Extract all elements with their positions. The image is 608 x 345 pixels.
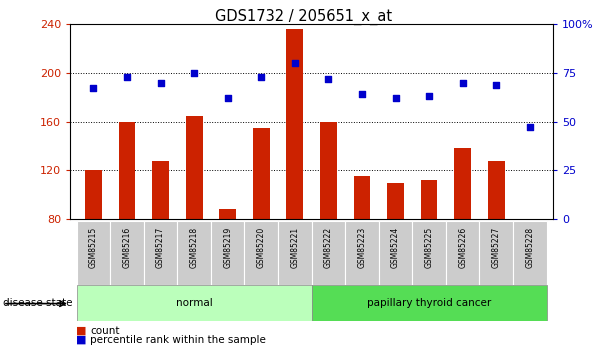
Bar [412, 221, 446, 285]
Point [357, 91, 367, 97]
Bar [77, 221, 110, 285]
Bar [320, 122, 337, 219]
Text: GSM85219: GSM85219 [223, 227, 232, 268]
Point [491, 82, 501, 87]
Bar [446, 221, 480, 285]
Text: percentile rank within the sample: percentile rank within the sample [90, 335, 266, 345]
Point [323, 76, 333, 81]
Bar [211, 221, 244, 285]
Text: GDS1732 / 205651_x_at: GDS1732 / 205651_x_at [215, 9, 393, 25]
Bar [354, 176, 370, 219]
Text: GSM85215: GSM85215 [89, 227, 98, 268]
Text: disease state: disease state [3, 298, 72, 308]
Bar [143, 221, 178, 285]
Point [424, 93, 434, 99]
Bar [421, 180, 438, 219]
Text: GSM85223: GSM85223 [358, 227, 367, 268]
Text: GSM85226: GSM85226 [458, 227, 467, 268]
Text: GSM85217: GSM85217 [156, 227, 165, 268]
Bar [110, 221, 143, 285]
Bar [77, 285, 311, 321]
Text: GSM85227: GSM85227 [492, 227, 501, 268]
Text: count: count [90, 326, 120, 335]
Text: normal: normal [176, 298, 212, 308]
Text: GSM85220: GSM85220 [257, 227, 266, 268]
Point [122, 74, 132, 80]
Point [156, 80, 165, 85]
Bar [286, 29, 303, 219]
Bar [253, 128, 269, 219]
Text: papillary thyroid cancer: papillary thyroid cancer [367, 298, 491, 308]
Point [257, 74, 266, 80]
Text: GSM85225: GSM85225 [424, 227, 434, 268]
Bar [311, 221, 345, 285]
Text: GSM85222: GSM85222 [324, 227, 333, 268]
Text: ■: ■ [76, 335, 86, 345]
Text: GSM85216: GSM85216 [122, 227, 131, 268]
Point [391, 96, 401, 101]
Point [223, 96, 232, 101]
Bar [480, 221, 513, 285]
Point [89, 86, 98, 91]
Bar [513, 221, 547, 285]
Bar [454, 148, 471, 219]
Bar [488, 161, 505, 219]
Bar [152, 161, 169, 219]
Bar [219, 209, 236, 219]
Bar [387, 183, 404, 219]
Bar [345, 221, 379, 285]
Text: GSM85218: GSM85218 [190, 227, 199, 268]
Bar [178, 221, 211, 285]
Point [525, 125, 534, 130]
Bar [119, 122, 136, 219]
Bar [244, 221, 278, 285]
Bar [379, 221, 412, 285]
Text: GSM85224: GSM85224 [391, 227, 400, 268]
Bar [311, 285, 547, 321]
Point [189, 70, 199, 76]
Bar [85, 170, 102, 219]
Text: ■: ■ [76, 326, 86, 335]
Bar [185, 116, 202, 219]
Text: GSM85228: GSM85228 [525, 227, 534, 268]
Text: GSM85221: GSM85221 [290, 227, 299, 268]
Bar [278, 221, 311, 285]
Point [290, 60, 300, 66]
Point [458, 80, 468, 85]
